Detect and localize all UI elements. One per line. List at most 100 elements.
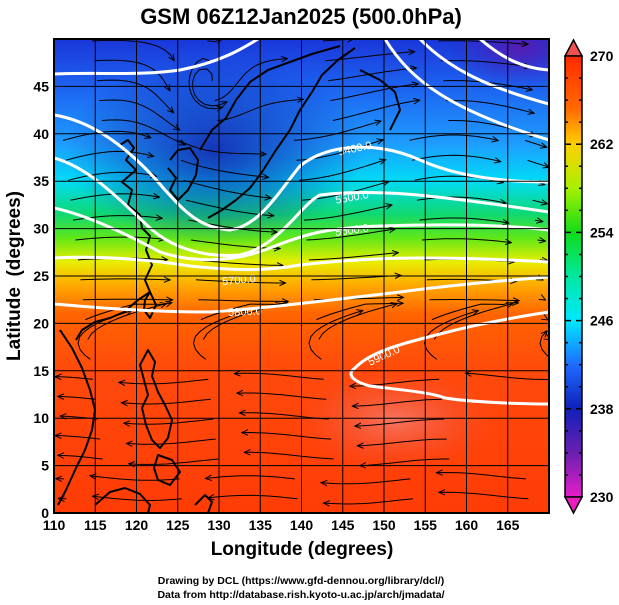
streamline (217, 99, 302, 121)
x-tick-label: 125 (166, 517, 190, 533)
streamline (96, 79, 173, 112)
contour-5900 (349, 310, 549, 406)
streamline (539, 331, 549, 358)
streamline (58, 396, 96, 399)
streamline (188, 57, 222, 109)
streamline (419, 217, 509, 223)
streamline (532, 200, 547, 204)
streamline (93, 496, 182, 502)
streamline (198, 300, 287, 302)
x-tick-label: 145 (331, 517, 355, 533)
contour-label-5800: 5800.0 (228, 305, 262, 319)
streamline (127, 438, 216, 444)
x-tick-label: 155 (414, 517, 438, 533)
contour-label-5500: 5500.0 (334, 189, 369, 207)
y-tick-label: 10 (33, 410, 49, 426)
streamline (409, 134, 498, 141)
streamline (358, 438, 447, 446)
coastline-japan (207, 47, 356, 219)
x-tick-label: 135 (249, 517, 273, 533)
streamline (91, 476, 180, 481)
streamline (206, 476, 295, 479)
y-tick-label: 20 (33, 315, 49, 331)
streamline (527, 159, 549, 167)
y-tick-label: 35 (33, 173, 49, 189)
streamline (178, 139, 266, 154)
coastline-philippines (139, 349, 173, 449)
colorbar-tick-label: 254 (590, 224, 614, 240)
contour-5300 (54, 39, 259, 76)
x-tick-label: 115 (84, 517, 107, 533)
streamline (324, 498, 413, 504)
coastline-russia (199, 45, 341, 151)
coastline-vietnam (57, 329, 96, 506)
y-tick-label: 5 (41, 458, 49, 474)
streamline (180, 159, 268, 177)
streamline (303, 205, 391, 221)
contour-label-5600: 5600.0 (335, 222, 370, 239)
chart-title: GSM 06Z12Jan2025 (500.0hPa) (140, 4, 462, 29)
grid-lines (54, 39, 549, 513)
streamline (466, 373, 549, 381)
cold-core-region (65, 55, 365, 245)
y-tick-label: 25 (33, 268, 49, 284)
streamline (416, 196, 505, 203)
streamline (356, 418, 445, 426)
coastline-mindanao (153, 454, 181, 486)
streamline (87, 304, 166, 340)
streamline (431, 303, 518, 321)
contour-5600 (54, 206, 549, 262)
streamline (423, 311, 478, 360)
streamline (437, 473, 526, 480)
colorbar-tick-label: 230 (590, 489, 614, 505)
streamline (101, 119, 185, 145)
y-tick-label: 40 (33, 126, 49, 142)
x-tick-label: 130 (207, 517, 231, 533)
streamline (429, 300, 518, 301)
streamline (65, 150, 153, 161)
streamline (192, 311, 247, 360)
streamline (316, 303, 402, 321)
streamline (524, 139, 546, 147)
streamline (67, 171, 156, 181)
x-tick-label: 140 (290, 517, 314, 533)
colorbar-ticks: 270 262 254 246 238 230 (565, 48, 614, 505)
plot-area: 5400.0 5500.0 5600.0 5700.0 5800.0 5900.… (54, 39, 549, 513)
colorbar: 270 262 254 246 238 230 (563, 38, 614, 515)
streamline (238, 393, 327, 400)
colorbar-tick-label: 262 (590, 136, 614, 152)
streamline (82, 299, 172, 300)
streamline (440, 60, 530, 67)
streamline (242, 433, 332, 440)
streamline (411, 154, 500, 161)
colorbar-extend-max (563, 38, 584, 57)
streamline (537, 240, 545, 241)
y-axis: 0 5 10 15 20 25 30 35 40 45 (33, 78, 49, 521)
contour-5400 (54, 113, 549, 232)
x-tick-label: 110 (43, 517, 66, 533)
warm-core-region (295, 370, 495, 470)
streamline (192, 68, 227, 106)
contour-5400-ne (418, 39, 549, 106)
streamline (318, 304, 397, 340)
x-axis-label: Longitude (degrees) (211, 539, 394, 560)
plot-frame (53, 38, 550, 514)
streamline (433, 304, 512, 340)
colorbar-extend-min (563, 496, 584, 515)
streamline (534, 220, 542, 221)
streamline (325, 52, 414, 62)
streamline (308, 311, 362, 360)
streamline (353, 398, 442, 406)
streamline (200, 303, 287, 321)
streamline (308, 253, 398, 261)
streamline (440, 492, 529, 500)
y-axis-label: Latitude (degrees) (4, 191, 25, 361)
colorbar-tick-label: 270 (590, 48, 614, 64)
y-tick-label: 0 (41, 505, 49, 521)
streamline (94, 59, 169, 90)
coastline-borneo (94, 487, 151, 513)
streamline (75, 237, 165, 240)
streamline (190, 239, 280, 249)
contour-5700 (54, 255, 549, 272)
